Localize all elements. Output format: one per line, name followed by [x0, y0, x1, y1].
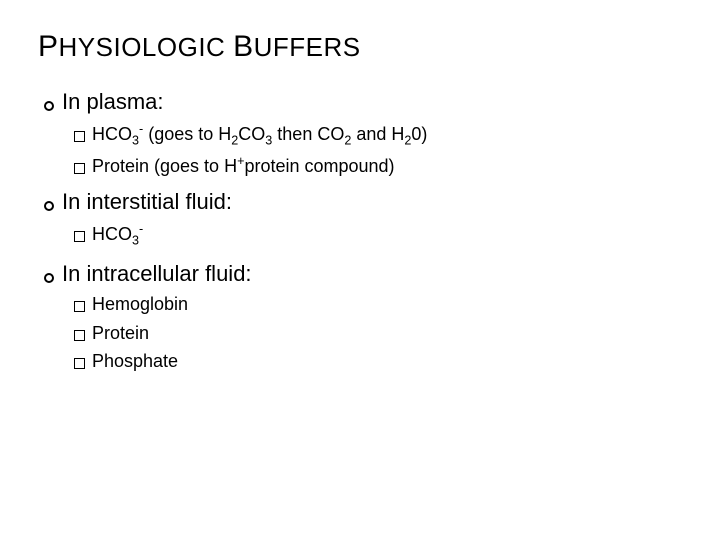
item-text: HCO3- (goes to H2CO3 then CO2 and H20): [92, 121, 427, 150]
heading-text: In plasma:: [62, 88, 164, 117]
list-item: Phosphate: [74, 349, 682, 373]
square-bullet-icon: [74, 231, 85, 242]
section-items: HCO3- (goes to H2CO3 then CO2 and H20) P…: [44, 121, 682, 179]
list-item: Hemoglobin: [74, 292, 682, 316]
slide: PHYSIOLOGIC BUFFERS In plasma: HCO3- (go…: [0, 0, 720, 540]
square-bullet-icon: [74, 301, 85, 312]
circle-bullet-icon: [44, 273, 54, 283]
list-item: Protein: [74, 321, 682, 345]
list-item: HCO3-: [74, 221, 682, 250]
section-items: Hemoglobin Protein Phosphate: [44, 292, 682, 373]
slide-title: PHYSIOLOGIC BUFFERS: [38, 30, 682, 64]
title-part-1: HYSIOLOGIC: [59, 32, 234, 62]
slide-content: In plasma: HCO3- (goes to H2CO3 then CO2…: [38, 88, 682, 373]
heading-text: In intracellular fluid:: [62, 260, 252, 289]
list-item: HCO3- (goes to H2CO3 then CO2 and H20): [74, 121, 682, 150]
section-heading: In intracellular fluid:: [44, 260, 682, 289]
item-text: Hemoglobin: [92, 292, 188, 316]
item-text: HCO3-: [92, 221, 143, 250]
section-heading: In interstitial fluid:: [44, 188, 682, 217]
item-text: Protein (goes to H+protein compound): [92, 153, 395, 178]
section-heading: In plasma:: [44, 88, 682, 117]
circle-bullet-icon: [44, 101, 54, 111]
heading-text: In interstitial fluid:: [62, 188, 232, 217]
square-bullet-icon: [74, 358, 85, 369]
item-text: Protein: [92, 321, 149, 345]
title-part-3: UFFERS: [254, 32, 361, 62]
square-bullet-icon: [74, 131, 85, 142]
item-text: Phosphate: [92, 349, 178, 373]
circle-bullet-icon: [44, 201, 54, 211]
list-item: Protein (goes to H+protein compound): [74, 153, 682, 178]
section-items: HCO3-: [44, 221, 682, 250]
square-bullet-icon: [74, 163, 85, 174]
square-bullet-icon: [74, 330, 85, 341]
title-cap-0: P: [38, 30, 59, 63]
title-cap-2: B: [233, 30, 254, 63]
